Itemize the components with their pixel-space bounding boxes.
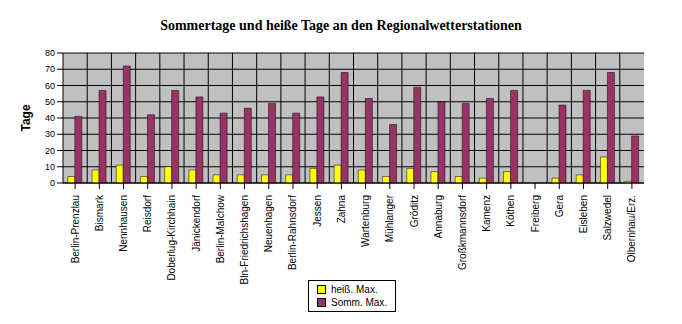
svg-text:70: 70 (45, 64, 55, 74)
svg-text:Jänickendorf: Jänickendorf (191, 195, 202, 252)
svg-text:60: 60 (45, 81, 55, 91)
svg-text:Doberlug-Kirchhain: Doberlug-Kirchhain (166, 195, 177, 281)
svg-text:20: 20 (45, 146, 55, 156)
svg-text:Eisleben: Eisleben (578, 195, 589, 233)
html-text:Sommertage und heiße Tage an d: Sommertage und heiße Tage an den Regiona… (160, 18, 522, 33)
svg-text:Mühlanger: Mühlanger (384, 194, 395, 242)
svg-text:Kamenz: Kamenz (481, 195, 492, 232)
svg-text:10: 10 (45, 162, 55, 172)
svg-text:Großkmannsdorf: Großkmannsdorf (457, 195, 468, 270)
svg-text:Wartenburg: Wartenburg (360, 195, 371, 247)
svg-text:Berlin-Rahnsdorf: Berlin-Rahnsdorf (287, 195, 298, 270)
svg-text:Tage: Tage (19, 104, 33, 131)
svg-text:Gera: Gera (554, 195, 565, 218)
svg-text:Salzwedel: Salzwedel (602, 195, 613, 241)
svg-text:Olbernhau/Erz.: Olbernhau/Erz. (626, 195, 637, 262)
svg-text:Annaburg: Annaburg (433, 195, 444, 238)
svg-text:Bln-Friedrichshagen: Bln-Friedrichshagen (239, 195, 250, 285)
svg-text:40: 40 (45, 113, 55, 123)
svg-text:30: 30 (45, 129, 55, 139)
html-text:heiß. Max.: heiß. Max. (331, 284, 378, 295)
svg-text:Köthen: Köthen (505, 195, 516, 227)
svg-text:80: 80 (45, 48, 55, 58)
svg-text:0: 0 (50, 178, 55, 188)
svg-text:Gröditz: Gröditz (409, 195, 420, 227)
svg-text:Reisdorf: Reisdorf (142, 195, 153, 232)
svg-text:Berlin-Prenzlau: Berlin-Prenzlau (70, 195, 81, 263)
svg-text:50: 50 (45, 97, 55, 107)
svg-text:Jessen: Jessen (312, 195, 323, 227)
svg-text:Berlin-Malchow: Berlin-Malchow (215, 194, 226, 263)
svg-text:Freiberg: Freiberg (530, 195, 541, 232)
html-text:Somm. Max.: Somm. Max. (331, 297, 388, 308)
svg-text:Neuenhagen: Neuenhagen (263, 195, 274, 252)
svg-text:Zahna: Zahna (336, 195, 347, 224)
svg-text:Nennhausen: Nennhausen (118, 195, 129, 252)
svg-text:Bismark: Bismark (94, 194, 105, 231)
